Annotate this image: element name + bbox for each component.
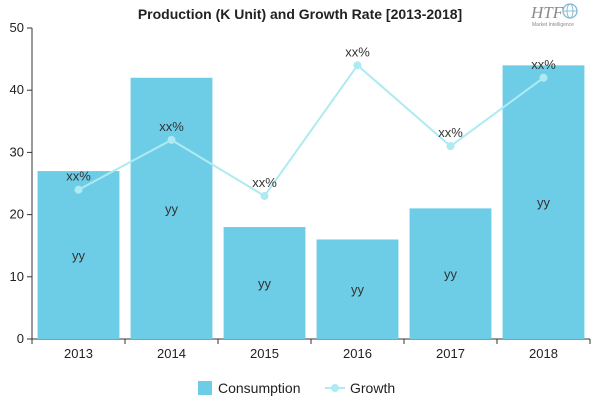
legend-label-growth: Growth	[350, 380, 395, 396]
y-tick-label: 0	[17, 331, 24, 346]
chart-title: Production (K Unit) and Growth Rate [201…	[138, 6, 462, 22]
growth-data-label: xx%	[159, 119, 184, 134]
logo-text: HTF	[530, 3, 564, 22]
consumption-data-label: yy	[165, 201, 179, 216]
y-tick-label: 10	[10, 269, 24, 284]
consumption-bars	[37, 65, 585, 339]
consumption-data-label: yy	[258, 276, 272, 291]
consumption-data-label: yy	[351, 282, 365, 297]
growth-data-label: xx%	[66, 169, 91, 184]
consumption-data-label: yy	[72, 248, 86, 263]
consumption-bar	[223, 227, 306, 339]
htf-logo: HTF Market Intelligence	[530, 3, 578, 28]
consumption-data-label: yy	[537, 195, 551, 210]
globe-icon	[562, 3, 578, 19]
legend-label-consumption: Consumption	[218, 380, 301, 396]
x-tick-label: 2014	[157, 346, 186, 361]
x-tick-label: 2017	[436, 346, 465, 361]
y-tick-label: 30	[10, 144, 24, 159]
growth-data-label: xx%	[345, 44, 370, 59]
consumption-data-label: yy	[444, 267, 458, 282]
growth-data-label: xx%	[252, 175, 277, 190]
x-tick-label: 2016	[343, 346, 372, 361]
x-tick-label: 2018	[529, 346, 558, 361]
growth-point	[353, 61, 362, 70]
growth-line	[74, 61, 548, 200]
legend-swatch-growth-point	[331, 384, 339, 392]
data-labels: yy yy yy yy yy yy xx% xx% xx% xx% xx% xx%	[66, 44, 556, 297]
y-tick-label: 50	[10, 20, 24, 35]
consumption-bar	[37, 171, 120, 339]
consumption-bar	[502, 65, 585, 339]
growth-point	[260, 191, 269, 200]
growth-point	[539, 73, 548, 82]
consumption-bar	[409, 208, 492, 339]
growth-point	[446, 142, 455, 151]
growth-point	[74, 185, 83, 194]
legend-swatch-consumption	[198, 381, 212, 395]
x-tick-label: 2015	[250, 346, 279, 361]
consumption-bar	[316, 239, 399, 339]
y-tick-label: 20	[10, 207, 24, 222]
logo-subtitle: Market Intelligence	[532, 22, 574, 28]
growth-data-label: xx%	[438, 125, 463, 140]
growth-data-label: xx%	[531, 57, 556, 72]
growth-series-line	[78, 63, 545, 198]
consumption-bar	[130, 77, 213, 339]
growth-point	[167, 135, 176, 144]
y-tick-label: 40	[10, 82, 24, 97]
y-axis: 0 10 20 30 40 50	[10, 20, 33, 346]
x-axis: 2013 2014 2015 2016 2017 2018	[31, 338, 591, 361]
legend: Consumption Growth	[198, 380, 395, 396]
x-tick-label: 2013	[64, 346, 93, 361]
